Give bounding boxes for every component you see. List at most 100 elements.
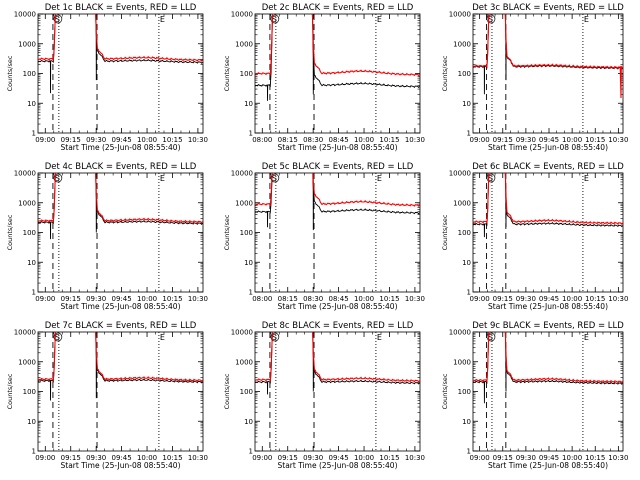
x-tick-label: 08:30	[303, 136, 323, 144]
y-axis-label: Counts/sec	[223, 214, 231, 250]
events-series-line	[38, 173, 203, 240]
y-axis-label: Counts/sec	[6, 55, 14, 91]
x-tick-label: 10:15	[585, 295, 605, 303]
lld-series-line	[255, 14, 420, 77]
x-tick-label: 10:00	[137, 454, 157, 462]
x-tick-label: 09:00	[35, 454, 55, 462]
entry-marker: S	[272, 333, 277, 342]
x-tick-label: 09:45	[539, 136, 559, 144]
x-tick-label: 08:00	[252, 295, 272, 303]
chart-panel-1: Det 1c BLACK = Events, RED = LLD 1 10 100 10…	[6, 3, 208, 152]
chart-panel-3: Det 3c BLACK = Events, RED = LLD 1 10 100 10…	[441, 3, 628, 152]
x-tick-label: 09:45	[539, 454, 559, 462]
x-tick-label: 10:15	[585, 136, 605, 144]
x-tick-label: 09:30	[516, 295, 536, 303]
y-axis-label: Counts/sec	[6, 373, 14, 409]
x-tick-label: 09:00	[35, 295, 55, 303]
y-tick-label: 10000	[449, 11, 471, 19]
x-tick-label: 09:30	[303, 454, 323, 462]
x-tick-label: 09:30	[86, 136, 106, 144]
y-tick-label: 1	[467, 289, 471, 297]
x-tick-label: 10:00	[354, 295, 374, 303]
y-axis-label: Counts/sec	[441, 55, 449, 91]
x-tick-label: 09:15	[61, 454, 81, 462]
x-tick-label: 09:00	[470, 295, 490, 303]
y-axis-label: Counts/sec	[6, 214, 14, 250]
chart-panel-9: Det 9c BLACK = Events, RED = LLD 1 10 100 10…	[441, 321, 628, 470]
entry-marker: S	[272, 174, 277, 183]
x-tick-label: 09:15	[493, 136, 513, 144]
chart-title: Det 8c BLACK = Events, RED = LLD	[262, 321, 414, 331]
x-tick-label: 10:30	[188, 295, 208, 303]
x-tick-label: 10:00	[562, 136, 582, 144]
y-tick-label: 100	[458, 229, 471, 237]
y-tick-label: 1000	[453, 199, 471, 207]
events-series-line	[38, 14, 203, 94]
x-tick-label: 10:00	[137, 295, 157, 303]
lld-series-line	[255, 173, 420, 207]
y-tick-label: 1	[32, 448, 36, 456]
chart-title: Det 7c BLACK = Events, RED = LLD	[45, 321, 197, 331]
y-tick-label: 10000	[231, 329, 253, 337]
y-tick-label: 1000	[18, 358, 36, 366]
exit-marker: E	[160, 333, 165, 342]
y-tick-label: 100	[240, 229, 253, 237]
lld-series-line	[473, 332, 623, 384]
x-tick-label: 09:45	[112, 136, 132, 144]
lld-series-line	[38, 332, 203, 383]
plot-frame	[37, 331, 204, 452]
events-series-line	[255, 14, 420, 101]
exit-marker: E	[584, 174, 589, 183]
lld-series-line	[38, 173, 203, 224]
plot-frame	[254, 13, 421, 134]
chart-title: Det 2c BLACK = Events, RED = LLD	[262, 3, 414, 13]
entry-marker-circle	[486, 14, 496, 24]
x-tick-label: 10:30	[608, 295, 628, 303]
exit-marker: E	[160, 174, 165, 183]
y-tick-label: 100	[23, 388, 36, 396]
events-series-line	[473, 14, 623, 95]
y-tick-label: 1000	[453, 358, 471, 366]
events-series-line	[255, 332, 420, 395]
entry-marker-circle	[270, 173, 280, 183]
x-tick-label: 09:00	[470, 136, 490, 144]
y-tick-label: 1	[249, 289, 253, 297]
exit-marker: E	[377, 333, 382, 342]
x-tick-label: 10:30	[405, 454, 425, 462]
x-tick-label: 09:15	[61, 136, 81, 144]
events-series-line	[473, 332, 623, 404]
chart-panel-5: Det 5c BLACK = Events, RED = LLD 1 10 100 10…	[223, 162, 425, 311]
exit-marker: E	[584, 15, 589, 24]
exit-marker: E	[160, 15, 165, 24]
x-tick-label: 10:15	[162, 295, 182, 303]
y-tick-label: 10	[462, 418, 471, 426]
x-tick-label: 09:30	[86, 454, 106, 462]
y-axis-label: Counts/sec	[441, 373, 449, 409]
y-tick-label: 100	[240, 388, 253, 396]
entry-marker: S	[272, 15, 277, 24]
entry-marker: S	[488, 174, 493, 183]
y-tick-label: 1	[32, 289, 36, 297]
events-series-line	[255, 173, 420, 231]
x-axis-label: Start Time (25-Jun-08 08:55:40)	[278, 143, 398, 152]
events-series-line	[473, 173, 623, 238]
entry-marker-circle	[270, 332, 280, 342]
y-tick-label: 10000	[449, 329, 471, 337]
x-tick-label: 10:00	[137, 136, 157, 144]
x-axis-label: Start Time (25-Jun-08 08:55:40)	[488, 302, 608, 311]
plot-frame	[472, 13, 624, 134]
x-tick-label: 10:15	[162, 454, 182, 462]
x-tick-label: 10:30	[608, 454, 628, 462]
y-axis-label: Counts/sec	[223, 373, 231, 409]
x-tick-label: 09:15	[61, 295, 81, 303]
x-tick-label: 10:30	[188, 136, 208, 144]
x-tick-label: 09:30	[516, 136, 536, 144]
lld-series-line	[38, 14, 203, 62]
x-tick-label: 10:00	[562, 454, 582, 462]
y-tick-label: 1	[32, 130, 36, 138]
y-tick-label: 10	[462, 259, 471, 267]
entry-marker-circle	[53, 332, 63, 342]
chart-title: Det 1c BLACK = Events, RED = LLD	[45, 3, 197, 13]
x-tick-label: 09:15	[493, 454, 513, 462]
